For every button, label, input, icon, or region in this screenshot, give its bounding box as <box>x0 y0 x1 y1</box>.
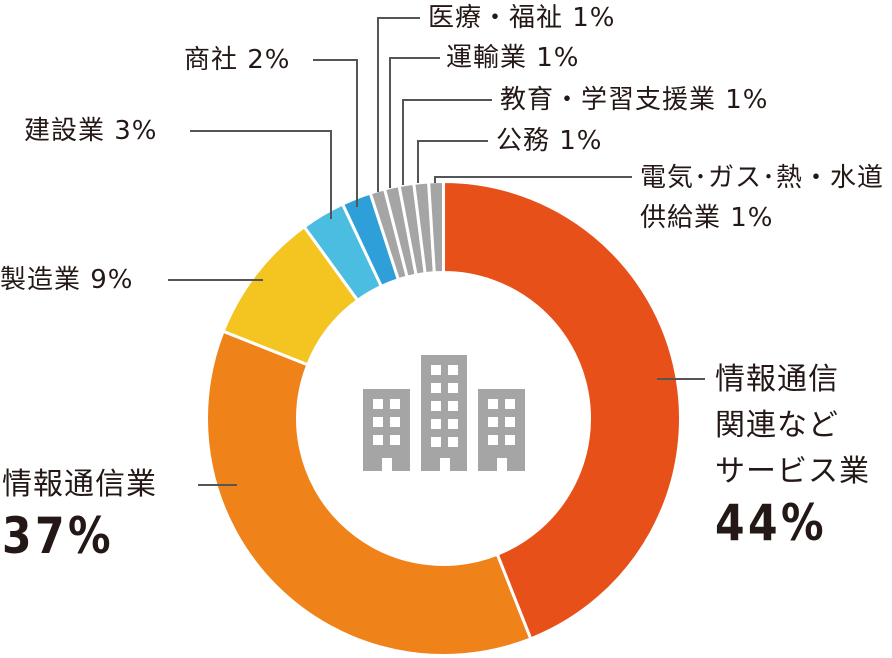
leader-line <box>313 59 358 207</box>
window <box>488 417 498 427</box>
label-line: 情報通信業 <box>2 467 157 502</box>
window <box>390 399 400 409</box>
building <box>478 389 525 471</box>
window <box>431 401 441 411</box>
door <box>382 458 392 471</box>
window <box>373 417 383 427</box>
value-label: 44% <box>715 494 827 552</box>
leader-line <box>377 17 420 192</box>
label-medical: 医療・福祉 1% <box>428 3 616 33</box>
label-line: 供給業 1% <box>640 203 774 233</box>
label-utilities: 電気･ガス･熱・水道 供給業 1% <box>640 158 884 238</box>
leader-line <box>417 140 488 183</box>
slice-1 <box>442 179 682 641</box>
door <box>440 458 450 471</box>
window <box>431 365 441 375</box>
slice-2 <box>205 329 533 657</box>
label-public: 公務 1% <box>496 126 603 156</box>
window <box>448 401 458 411</box>
label-construction: 建設業 3% <box>24 116 158 146</box>
label-trading: 商社 2% <box>184 45 291 75</box>
leader-line <box>389 57 440 188</box>
window <box>505 417 515 427</box>
leader-line <box>402 99 492 185</box>
buildings-icon <box>363 355 525 471</box>
building <box>363 389 410 471</box>
label-line: 関連など <box>715 408 839 443</box>
label-line: 電気･ガス･熱・水道 <box>640 163 885 193</box>
leader-line <box>434 176 632 183</box>
label-manufacturing: 製造業 9% <box>0 265 134 295</box>
window <box>390 417 400 427</box>
window <box>390 435 400 445</box>
building <box>421 355 467 471</box>
window <box>431 437 441 447</box>
slice-10 <box>427 179 445 275</box>
label-education: 教育・学習支援業 1% <box>500 85 769 115</box>
leader-line <box>190 130 332 219</box>
window <box>488 399 498 409</box>
window <box>505 435 515 445</box>
label-it: 情報通信業 37% <box>2 462 157 564</box>
window <box>448 437 458 447</box>
window <box>448 383 458 393</box>
door <box>497 458 507 471</box>
window <box>431 419 441 429</box>
label-line: 情報通信 <box>715 362 839 397</box>
window <box>373 435 383 445</box>
window <box>448 365 458 375</box>
window <box>488 435 498 445</box>
label-line: サービス業 <box>715 454 870 489</box>
window <box>431 383 441 393</box>
label-service: 情報通信 関連など サービス業 44% <box>715 357 870 551</box>
window <box>505 399 515 409</box>
window <box>373 399 383 409</box>
label-transport: 運輸業 1% <box>446 43 580 73</box>
value-label: 37% <box>2 507 114 565</box>
window <box>448 419 458 429</box>
